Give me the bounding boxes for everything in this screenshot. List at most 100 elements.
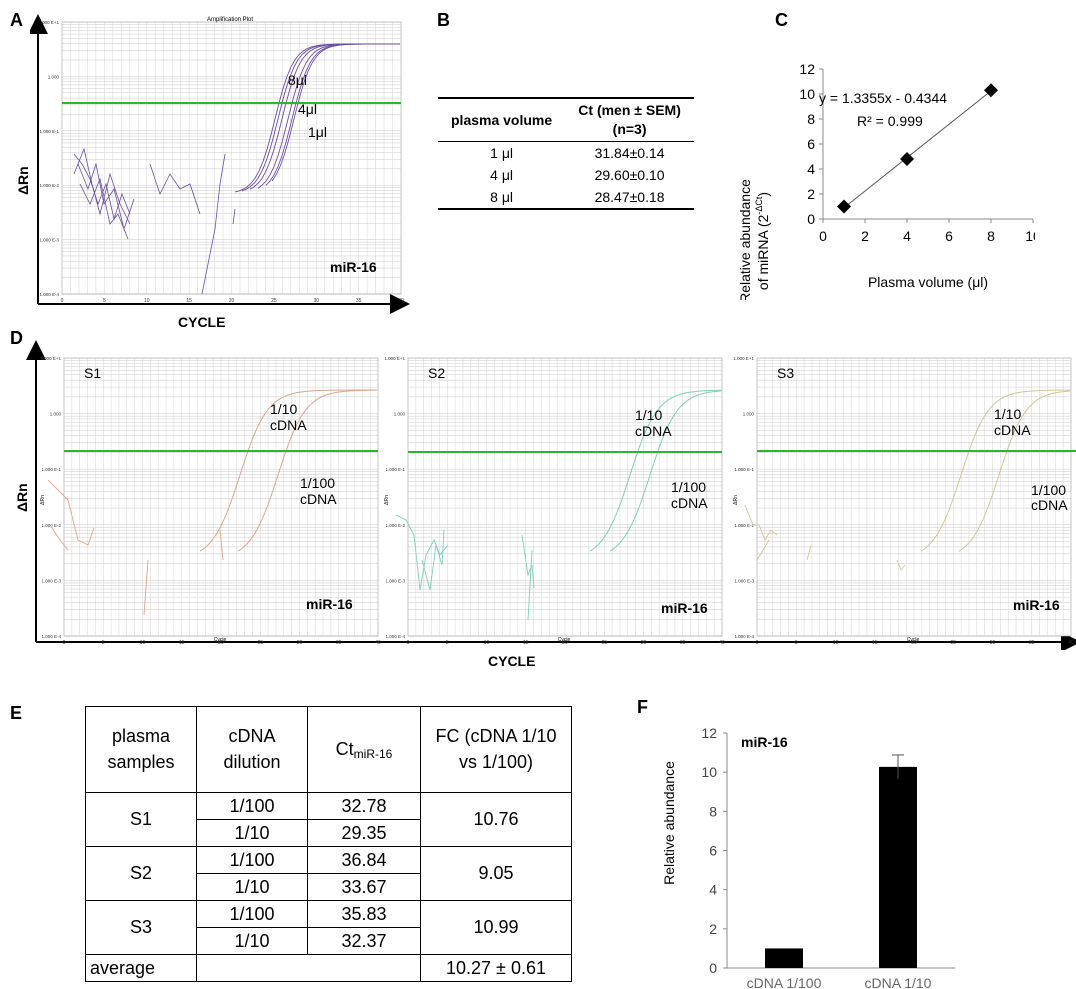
x-tick-label: 8 [987, 228, 995, 244]
table-e-header-fc: FC (cDNA 1/10 vs 1/100) [420, 706, 572, 793]
y-tick-label: 8 [807, 111, 815, 127]
table-b-header-volume: plasma volume [451, 111, 553, 128]
panel-f-bar-chart: Relative abundance 0 2 4 6 8 10 12 cDNA 1/100 cD… [661, 725, 955, 989]
table-e-fc: 10.76 [420, 792, 572, 847]
tick-label: 30 [297, 640, 303, 646]
label-1-10: 1/10 [270, 401, 297, 417]
y-tick-label: 4 [709, 882, 717, 898]
amplification-curve [527, 549, 533, 621]
subplot-x-title: Cycle [558, 637, 571, 643]
table-row: average 10.27 ± 0.61 [85, 954, 572, 982]
panel-d-subplot-s3: 1.000 E+1 1.000 1.000 E-1 1.000 E-2 1.000 E-… [733, 356, 1076, 646]
table-e-average-empty [196, 954, 421, 982]
tick-label: 15 [179, 640, 185, 646]
tick-label: 1.000 [743, 412, 755, 417]
table-e-dilution: 1/10 [196, 819, 308, 847]
table-e-header-ct-main: Ct [335, 738, 354, 759]
x-tick-label: 10 [1025, 228, 1035, 244]
panel-c-equation: y = 1.3355x - 0.4344 [819, 90, 947, 106]
tick-label: 1.000 E-3 [385, 578, 405, 583]
tick-label: 20 [229, 298, 235, 304]
tick-label: 1.000 E-2 [39, 183, 59, 188]
tick-label: 1.000 E-3 [39, 238, 59, 243]
table-e-ct: 36.84 [307, 846, 421, 874]
amplification-curve [47, 479, 95, 546]
subplot-target-label: miR-16 [661, 600, 708, 616]
panel-c-marks [837, 83, 998, 214]
panel-f-inner-label: miR-16 [741, 734, 788, 750]
tick-label: 1.000 E-4 [385, 634, 405, 639]
table-e-average-label: average [85, 954, 197, 982]
label-cdna-1-100: cDNA [671, 495, 708, 511]
tick-label: 1.000 E+1 [384, 356, 405, 361]
tick-label: 35 [356, 298, 362, 304]
y-tick-label: 0 [709, 960, 717, 976]
label-1-100: 1/100 [1031, 482, 1066, 498]
panel-a-letter: A [10, 10, 23, 30]
tick-label: 10 [144, 298, 150, 304]
table-row: S2 1/100 36.84 9.05 [85, 846, 572, 901]
tick-label: 1.000 E-4 [39, 292, 59, 297]
tick-label: 1.000 E-2 [385, 523, 405, 528]
tick-label: 1.000 E+1 [733, 356, 754, 361]
panel-c-xlabel: Plasma volume (μl) [868, 274, 988, 290]
table-row: S3 1/100 35.83 10.99 [85, 900, 572, 955]
y-tick-label: 10 [799, 86, 815, 102]
amplification-curve [756, 539, 770, 561]
tick-label: 1.000 E-4 [734, 634, 754, 639]
amplification-curve [806, 544, 812, 561]
x-tick-label: cDNA 1/10 [865, 975, 932, 989]
label-1-10: 1/10 [635, 407, 662, 423]
tick-label: 35 [1029, 640, 1035, 646]
y-tick-label: 8 [709, 803, 717, 819]
amplification-curve [73, 147, 131, 225]
panel-a-x-title: CYCLE [178, 314, 226, 330]
tick-label: 1.000 E-3 [41, 578, 61, 583]
panel-a-plot-title: Amplification Plot [207, 17, 253, 23]
tick-label: 5 [102, 640, 105, 646]
amplification-curve [143, 559, 149, 616]
tick-label: 1.000 E-1 [39, 129, 59, 134]
y-tick-label: 6 [709, 843, 717, 859]
amplification-curve-1-10 [920, 389, 1072, 552]
bar [765, 948, 803, 968]
table-e-average-value: 10.27 ± 0.61 [420, 954, 572, 982]
bar [879, 766, 917, 968]
panel-c-scatter-chart: Relative abundance of miRNA (2-ΔCt) 0 2 4 6… [737, 61, 1035, 300]
table-e-header-dilution: cDNA dilution [196, 706, 308, 793]
table-e-fc: 9.05 [420, 846, 572, 901]
tick-label: 5 [103, 298, 106, 304]
table-e-sample: S3 [85, 900, 197, 955]
label-1-100: 1/100 [671, 479, 706, 495]
tick-label: 30 [313, 298, 319, 304]
tick-label: 1.000 E-3 [734, 578, 754, 583]
tick-label: 5 [446, 640, 449, 646]
x-tick-label: 2 [861, 228, 869, 244]
y-tick-label: 6 [807, 136, 815, 152]
y-tick-label: 12 [701, 725, 717, 741]
tick-label: 40 [1068, 640, 1074, 646]
subplot-grid: 1.000 E+1 1.000 1.000 E-1 1.000 E-2 1.000 E-… [40, 356, 381, 646]
tick-label: 1.000 E+1 [40, 356, 61, 361]
subplot-name: S1 [84, 365, 101, 381]
table-b-volume: 8 μl [490, 188, 513, 205]
panel-b-table: plasma volume Ct (men ± SEM) (n=3) 1 μl … [438, 97, 694, 210]
tick-label: 30 [641, 640, 647, 646]
table-e-header-samples-text: plasma samples [107, 726, 175, 772]
x-tick-label: cDNA 1/100 [747, 975, 822, 989]
tick-label: 1.000 [394, 412, 406, 417]
panel-d-axes [26, 340, 1076, 650]
amplification-curve-1-10 [199, 389, 378, 552]
table-e-header-samples: plasma samples [85, 706, 197, 793]
table-e-header-ct-sub: miR-16 [353, 746, 393, 761]
table-e-dilution: 1/100 [196, 846, 308, 874]
amplification-curve [219, 529, 224, 561]
tick-label: 40 [375, 640, 381, 646]
amplification-curve [79, 177, 129, 240]
panel-d-x-title: CYCLE [488, 653, 536, 669]
amplification-curve [271, 43, 401, 182]
label-cdna-1-10: cDNA [270, 417, 307, 433]
tick-label: 15 [872, 640, 878, 646]
subplot-curves [47, 389, 378, 616]
table-e-header-ct: CtmiR-16 [307, 706, 421, 793]
